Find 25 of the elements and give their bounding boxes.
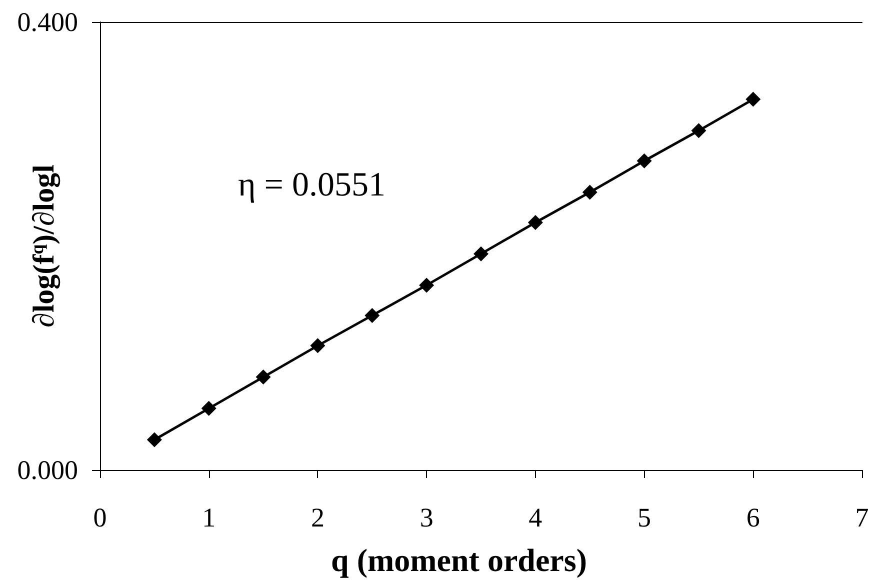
x-tick-label: 1 bbox=[202, 502, 216, 532]
x-tick-label: 2 bbox=[310, 502, 324, 532]
x-axis-title: q (moment orders) bbox=[331, 542, 587, 578]
x-tick-label: 7 bbox=[855, 502, 869, 532]
point bbox=[528, 214, 543, 230]
x-tick-label: 6 bbox=[746, 502, 760, 532]
x-tick-label: 5 bbox=[638, 502, 652, 532]
point bbox=[146, 432, 162, 448]
point bbox=[474, 246, 488, 262]
point bbox=[256, 370, 271, 385]
y-tick-label: 0.400 bbox=[17, 7, 78, 37]
x-tick-label: 3 bbox=[420, 502, 434, 532]
y-axis-title: ∂log(fq)/∂logl bbox=[27, 164, 60, 328]
x-tick-label: 4 bbox=[528, 502, 543, 532]
point bbox=[419, 278, 434, 293]
point bbox=[746, 92, 761, 107]
point bbox=[201, 400, 216, 416]
point bbox=[364, 308, 380, 323]
annotation: η = 0.0551 bbox=[238, 166, 386, 204]
point bbox=[310, 338, 326, 354]
y-tick-label: 0.000 bbox=[17, 455, 78, 485]
point bbox=[691, 123, 706, 138]
x-tick-label: 0 bbox=[93, 502, 107, 532]
point bbox=[636, 153, 652, 168]
point bbox=[582, 184, 598, 200]
